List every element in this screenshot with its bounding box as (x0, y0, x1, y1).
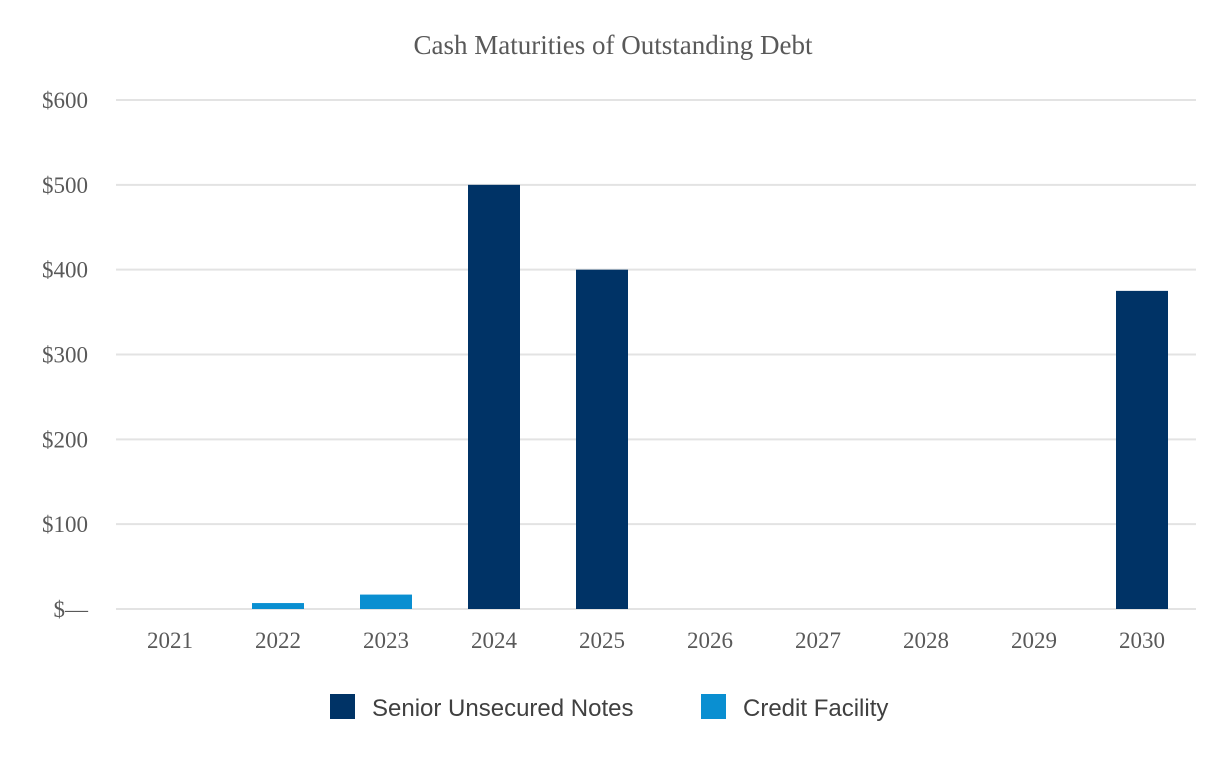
y-axis-ticks: $— $100 $200 $300 $400 $500 $600 (42, 88, 89, 622)
legend-label: Credit Facility (743, 695, 888, 722)
y-tick-label: $— (54, 597, 90, 622)
x-axis-ticks: 2021 2022 2023 2024 2025 2026 2027 2028 2029 2030 (147, 628, 1165, 653)
x-tick-label: 2029 (1011, 628, 1057, 653)
x-tick-label: 2021 (147, 628, 193, 653)
legend: Senior Unsecured Notes Credit Facility (330, 694, 888, 722)
x-tick-label: 2023 (363, 628, 409, 653)
bar-senior-unsecured-notes-2024 (468, 184, 520, 610)
y-tick-label: $600 (42, 88, 88, 113)
x-tick-label: 2024 (471, 628, 518, 653)
legend-label: Senior Unsecured Notes (372, 695, 633, 722)
bar-credit-facility-2022 (252, 603, 304, 609)
y-tick-label: $100 (42, 512, 88, 537)
x-tick-label: 2026 (687, 628, 733, 653)
y-tick-label: $200 (42, 427, 88, 452)
gridlines (116, 99, 1196, 610)
legend-swatch-senior-unsecured-notes (330, 694, 355, 719)
bar-senior-unsecured-notes-2030 (1116, 290, 1168, 609)
bars (252, 184, 1168, 610)
x-tick-label: 2027 (795, 628, 841, 653)
y-tick-label: $300 (42, 343, 88, 368)
x-tick-label: 2025 (579, 628, 625, 653)
y-tick-label: $500 (42, 173, 88, 198)
x-tick-label: 2030 (1119, 628, 1165, 653)
bar-credit-facility-2023 (360, 594, 412, 609)
x-tick-label: 2028 (903, 628, 949, 653)
y-tick-label: $400 (42, 258, 88, 283)
chart-title: Cash Maturities of Outstanding Debt (414, 30, 813, 60)
legend-swatch-credit-facility (701, 694, 726, 719)
bar-senior-unsecured-notes-2025 (576, 269, 628, 609)
x-tick-label: 2022 (255, 628, 301, 653)
